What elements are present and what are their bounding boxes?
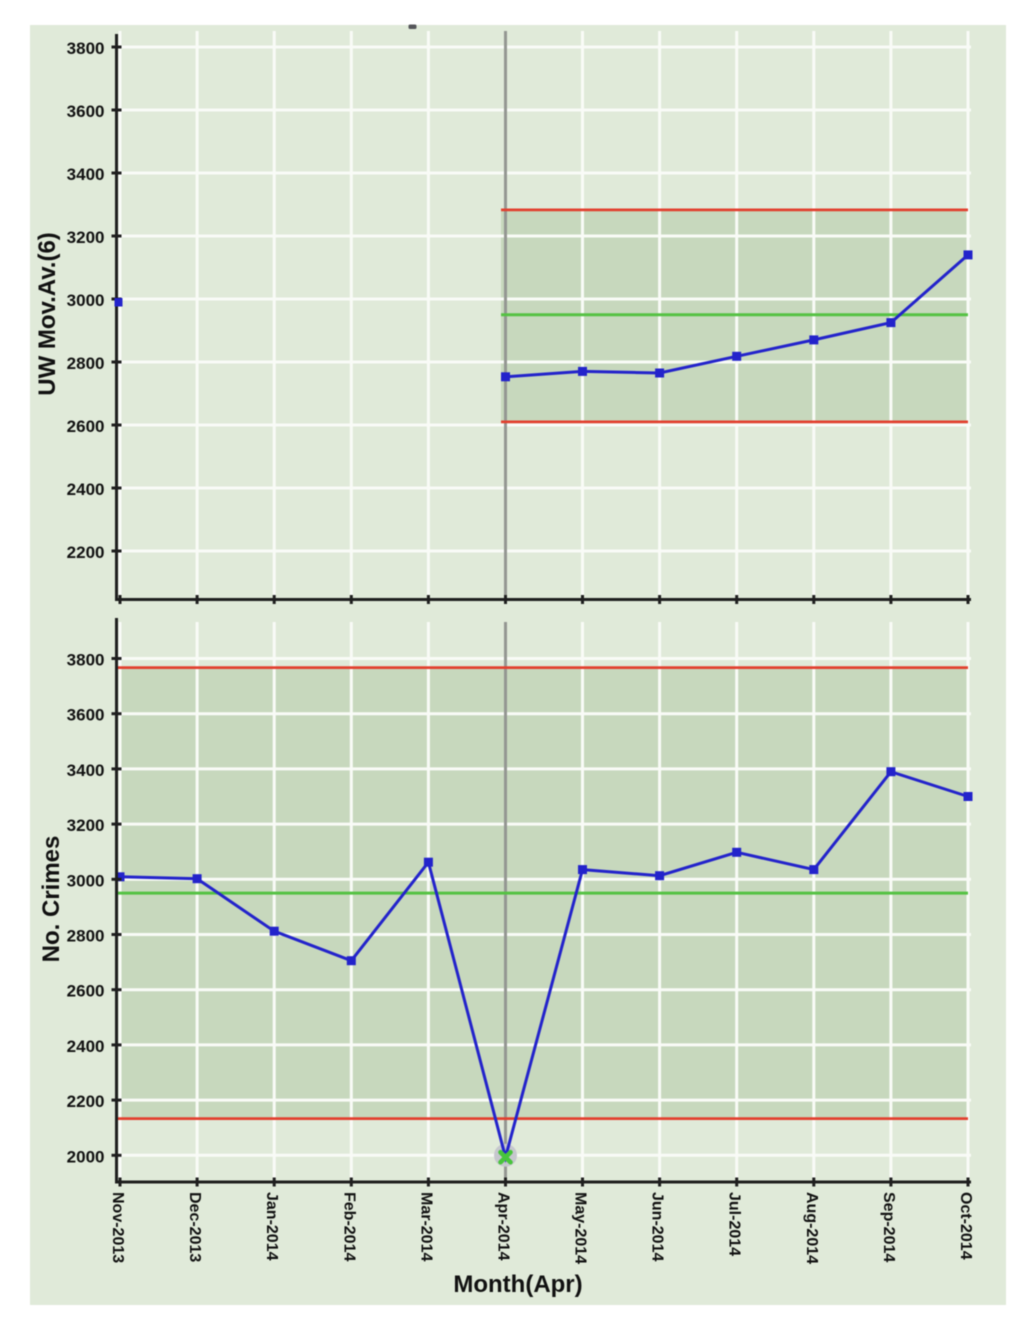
svg-text:Jul-2014: Jul-2014 <box>726 1192 743 1256</box>
svg-text:2400: 2400 <box>67 1037 105 1056</box>
svg-text:2400: 2400 <box>67 480 105 499</box>
svg-text:Apr-2014: Apr-2014 <box>495 1192 512 1261</box>
svg-text:Feb-2014: Feb-2014 <box>340 1192 357 1261</box>
svg-text:3800: 3800 <box>67 651 105 670</box>
svg-text:2200: 2200 <box>67 1092 105 1111</box>
svg-text:2000: 2000 <box>67 1147 105 1166</box>
svg-text:Jun-2014: Jun-2014 <box>649 1192 666 1261</box>
svg-text:Oct-2014: Oct-2014 <box>957 1192 974 1260</box>
svg-text:Month(Apr): Month(Apr) <box>453 1271 582 1298</box>
svg-text:UW Mov.Av.(6): UW Mov.Av.(6) <box>34 232 61 396</box>
svg-text:2200: 2200 <box>67 543 105 562</box>
svg-text:2800: 2800 <box>67 927 105 946</box>
svg-text:2600: 2600 <box>67 982 105 1001</box>
svg-text:3200: 3200 <box>67 228 105 247</box>
svg-text:3400: 3400 <box>67 761 105 780</box>
svg-text:No. Crimes: No. Crimes <box>38 836 65 963</box>
svg-text:3600: 3600 <box>67 706 105 725</box>
svg-text:Aug-2014: Aug-2014 <box>803 1192 820 1264</box>
svg-text:2800: 2800 <box>67 354 105 373</box>
svg-text:Mar-2014: Mar-2014 <box>417 1192 434 1261</box>
svg-text:3400: 3400 <box>67 165 105 184</box>
svg-text:Dec-2013: Dec-2013 <box>186 1192 203 1262</box>
svg-text:3000: 3000 <box>67 871 105 890</box>
svg-text:3600: 3600 <box>67 102 105 121</box>
svg-text:2600: 2600 <box>67 417 105 436</box>
svg-text:Nov-2013: Nov-2013 <box>109 1192 126 1263</box>
svg-text:May-2014: May-2014 <box>572 1192 589 1264</box>
svg-text:3200: 3200 <box>67 816 105 835</box>
svg-text:Jan-2014: Jan-2014 <box>263 1192 280 1261</box>
svg-text:3800: 3800 <box>67 39 105 58</box>
svg-text:3000: 3000 <box>67 291 105 310</box>
svg-text:Sep-2014: Sep-2014 <box>880 1192 897 1262</box>
